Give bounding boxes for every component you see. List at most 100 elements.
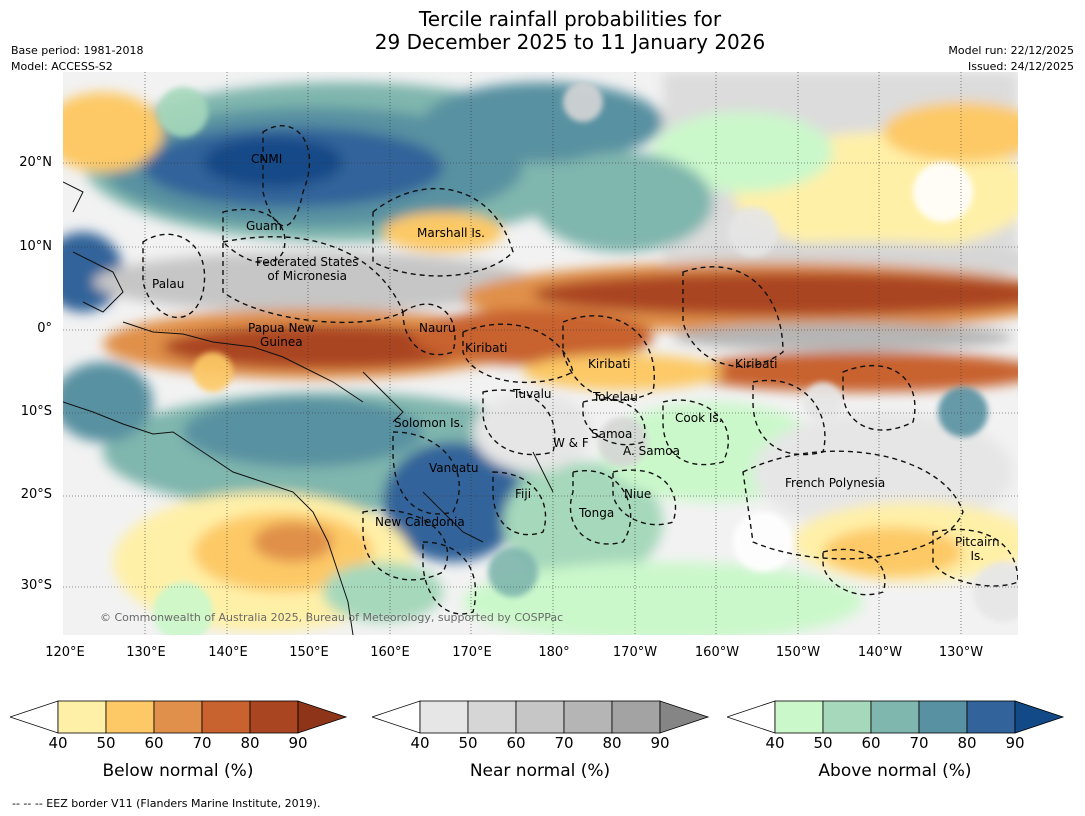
probability-fields — [63, 72, 1018, 635]
colorbar-segment — [153, 700, 203, 734]
region-label: Samoa — [591, 427, 633, 441]
region-label: Pitcairn Is. — [955, 535, 1000, 563]
lat-label: 10°S — [20, 404, 52, 419]
colorbar-tick: 90 — [650, 734, 670, 752]
lat-label: 10°N — [19, 239, 52, 254]
below-normal-colorbar — [10, 700, 348, 734]
colorbar-tick: 60 — [144, 734, 164, 752]
colorbar-tick: 40 — [410, 734, 430, 752]
colorbar-segment — [918, 700, 968, 734]
below-normal-title: Below normal (%) — [102, 761, 254, 781]
lat-label: 20°N — [19, 155, 52, 170]
lon-label: 170°E — [452, 645, 492, 660]
region-label: New Caledonia — [375, 515, 465, 529]
region-label: Kiribati — [735, 357, 778, 371]
region-label: Nauru — [419, 321, 456, 335]
region-label: Guam — [246, 219, 282, 233]
region-label: Federated States of Micronesia — [256, 255, 359, 283]
colorbar-segment — [419, 700, 469, 734]
base-period-text: Base period: 1981-2018 — [11, 44, 144, 57]
graticule — [63, 72, 1018, 635]
lat-label: 20°S — [20, 487, 52, 502]
lon-label: 150°W — [775, 645, 821, 660]
near-normal-colorbar — [372, 700, 710, 734]
region-label: CNMI — [251, 152, 283, 166]
lon-label: 130°W — [938, 645, 984, 660]
model-run-text: Model run: 22/12/2025 — [948, 44, 1074, 57]
region-label: Solomon Is. — [394, 416, 464, 430]
region-label: Kiribati — [465, 341, 508, 355]
colorbar-tick: 40 — [48, 734, 68, 752]
above-normal-colorbar — [727, 700, 1065, 734]
colorbar-tick: 60 — [506, 734, 526, 752]
region-label: Tonga — [579, 506, 615, 520]
lon-label: 180° — [538, 645, 570, 660]
above-normal-title: Above normal (%) — [818, 761, 972, 781]
lon-label: 160°W — [694, 645, 740, 660]
rainfall-map — [63, 72, 1018, 635]
colorbar-tick: 60 — [861, 734, 881, 752]
eez-borders — [142, 125, 1018, 615]
region-label: Tokelau — [593, 390, 638, 404]
colorbar-segment — [870, 700, 920, 734]
colorbar-segment — [57, 700, 107, 734]
colorbar-tick: 50 — [813, 734, 833, 752]
copyright-text: © Commonwealth of Australia 2025, Bureau… — [100, 611, 564, 624]
colorbar-tick: 90 — [288, 734, 308, 752]
region-label: Fiji — [515, 487, 532, 501]
colorbar-segment — [1014, 700, 1065, 734]
map-title-line2: 29 December 2025 to 11 January 2026 — [374, 30, 766, 54]
colorbar-tick: 50 — [96, 734, 116, 752]
region-label: Palau — [152, 277, 185, 291]
region-label: Papua New Guinea — [248, 321, 315, 349]
colorbar-segment — [105, 700, 155, 734]
colorbar-segment — [201, 700, 251, 734]
region-label: Marshall Is. — [417, 226, 485, 240]
lat-label: 30°S — [20, 578, 52, 593]
colorbar-tick: 70 — [192, 734, 212, 752]
colorbar-tick: 80 — [957, 734, 977, 752]
map-title-line1: Tercile rainfall probabilities for — [418, 7, 722, 31]
colorbar-tick: 80 — [240, 734, 260, 752]
colorbar-segment — [297, 700, 348, 734]
colorbar-segment — [966, 700, 1016, 734]
lon-label: 120°E — [45, 645, 85, 660]
lon-label: 170°W — [612, 645, 658, 660]
colorbar-segment — [467, 700, 517, 734]
region-label: Niue — [624, 487, 652, 501]
colorbar-segment — [659, 700, 710, 734]
region-label: French Polynesia — [785, 476, 886, 490]
region-label: Cook Is. — [675, 411, 723, 425]
colorbar-tick: 50 — [458, 734, 478, 752]
lon-label: 150°E — [289, 645, 329, 660]
region-label: W & F — [553, 436, 589, 450]
colorbar-segment — [727, 700, 776, 734]
colorbar-tick: 80 — [602, 734, 622, 752]
region-label: Vanuatu — [429, 461, 479, 475]
colorbar-segment — [563, 700, 613, 734]
region-label: Tuvalu — [513, 387, 552, 401]
model-text: Model: ACCESS-S2 — [11, 60, 113, 73]
lon-label: 140°E — [208, 645, 248, 660]
colorbar-segment — [249, 700, 299, 734]
region-label: A. Samoa — [623, 444, 680, 458]
colorbar-segment — [515, 700, 565, 734]
colorbar-segment — [372, 700, 421, 734]
colorbar-tick: 40 — [765, 734, 785, 752]
colorbar-tick: 70 — [554, 734, 574, 752]
colorbar-segment — [611, 700, 661, 734]
colorbar-tick: 90 — [1005, 734, 1025, 752]
near-normal-title: Near normal (%) — [469, 761, 611, 781]
colorbar-tick: 70 — [909, 734, 929, 752]
colorbar-segment — [10, 700, 59, 734]
eez-footnote: -- -- -- EEZ border V11 (Flanders Marine… — [12, 797, 321, 810]
region-label: Kiribati — [588, 357, 631, 371]
lon-label: 140°W — [857, 645, 903, 660]
issued-text: Issued: 24/12/2025 — [967, 60, 1074, 73]
lat-label: 0° — [37, 321, 52, 336]
lon-label: 130°E — [126, 645, 166, 660]
coastlines — [63, 181, 554, 635]
colorbar-segment — [822, 700, 872, 734]
probability-patches — [153, 82, 1018, 635]
lon-label: 160°E — [370, 645, 410, 660]
